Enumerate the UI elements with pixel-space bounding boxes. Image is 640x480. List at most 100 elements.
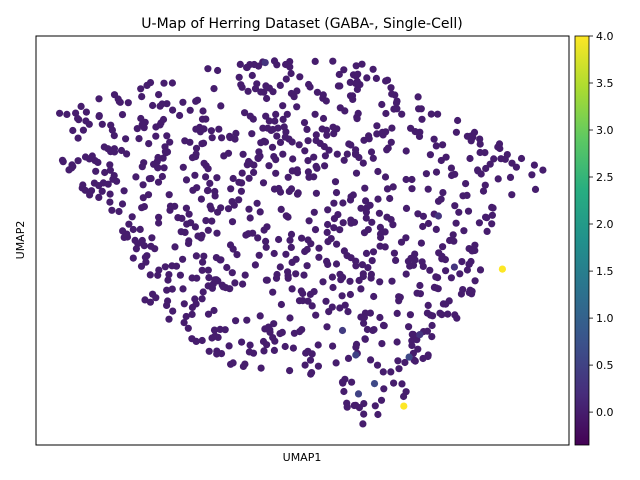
scatter-point xyxy=(160,164,168,172)
scatter-point xyxy=(211,276,219,284)
scatter-point xyxy=(467,137,475,145)
scatter-point xyxy=(397,238,406,246)
scatter-point xyxy=(392,99,401,107)
scatter-point xyxy=(188,310,196,318)
scatter-point xyxy=(336,104,344,112)
scatter-point xyxy=(262,82,270,90)
scatter-point xyxy=(153,157,161,165)
scatter-point xyxy=(179,98,187,106)
scatter-point xyxy=(271,117,279,125)
scatter-point xyxy=(369,65,377,73)
scatter-point xyxy=(202,173,210,181)
scatter-point xyxy=(328,273,336,281)
scatter-point xyxy=(349,191,357,199)
scatter-point xyxy=(428,321,436,330)
scatter-point xyxy=(293,166,301,174)
scatter-point xyxy=(434,110,442,118)
scatter-point xyxy=(456,270,464,278)
scatter-point xyxy=(298,234,306,242)
scatter-point xyxy=(155,219,163,227)
scatter-point xyxy=(447,164,455,172)
scatter-point xyxy=(232,317,240,325)
scatter-point xyxy=(422,170,430,178)
scatter-point xyxy=(424,219,433,228)
scatter-point xyxy=(246,159,254,167)
scatter-point xyxy=(301,361,309,369)
scatter-point xyxy=(365,135,373,143)
scatter-point xyxy=(287,230,296,238)
scatter-point xyxy=(138,236,146,245)
scatter-point xyxy=(205,347,213,355)
scatter-point xyxy=(465,260,473,268)
scatter-point xyxy=(139,181,147,189)
scatter-point xyxy=(374,410,382,419)
scatter-point xyxy=(239,280,247,288)
scatter-point xyxy=(219,283,227,291)
scatter-point xyxy=(482,164,490,173)
scatter-point xyxy=(246,341,254,349)
scatter-point xyxy=(301,147,309,155)
scatter-point xyxy=(477,170,485,178)
scatter-point xyxy=(137,85,145,93)
scatter-point xyxy=(165,315,173,323)
scatter-point xyxy=(228,269,236,277)
scatter-point xyxy=(344,354,353,362)
scatter-point xyxy=(367,356,375,364)
scatter-point xyxy=(286,314,294,322)
scatter-point xyxy=(119,227,127,235)
scatter-point xyxy=(279,102,287,110)
scatter-point xyxy=(197,234,205,242)
scatter-point xyxy=(123,150,131,158)
scatter-point xyxy=(486,160,494,168)
scatter-point xyxy=(211,332,219,340)
scatter-point xyxy=(398,110,406,118)
scatter-point xyxy=(304,297,312,305)
y-axis-label: UMAP2 xyxy=(14,221,27,260)
scatter-point xyxy=(270,57,279,65)
scatter-point xyxy=(82,108,90,116)
scatter-point xyxy=(243,316,251,324)
scatter-point xyxy=(304,157,312,165)
scatter-point xyxy=(288,138,296,146)
scatter-point xyxy=(88,152,96,160)
scatter-point xyxy=(402,147,410,155)
scatter-point xyxy=(481,149,489,157)
scatter-point xyxy=(147,242,155,250)
scatter-point xyxy=(146,298,154,306)
scatter-point xyxy=(341,301,349,309)
scatter-point xyxy=(133,125,141,133)
scatter-point xyxy=(179,285,187,293)
scatter-point xyxy=(286,63,294,71)
scatter-point xyxy=(244,230,252,238)
scatter-point xyxy=(282,128,290,136)
scatter-point xyxy=(208,134,216,142)
scatter-point xyxy=(243,63,251,72)
scatter-point xyxy=(322,97,330,105)
scatter-point xyxy=(211,192,219,200)
scatter-point xyxy=(437,195,445,203)
scatter-point xyxy=(101,168,109,177)
scatter-point xyxy=(155,213,163,221)
scatter-point xyxy=(488,211,496,219)
scatter-point xyxy=(332,189,341,197)
scatter-point xyxy=(202,217,210,225)
scatter-point xyxy=(451,311,459,319)
scatter-point xyxy=(184,324,192,332)
scatter-point xyxy=(74,134,82,142)
scatter-point xyxy=(370,326,378,334)
scatter-point xyxy=(330,224,338,232)
scatter-point xyxy=(418,115,426,123)
scatter-point xyxy=(323,131,331,139)
scatter-point xyxy=(125,220,133,228)
scatter-point xyxy=(438,252,446,260)
scatter-point xyxy=(154,164,162,172)
scatter-point xyxy=(92,167,100,175)
scatter-point xyxy=(138,163,146,171)
scatter-point xyxy=(329,283,337,292)
scatter-point xyxy=(333,150,341,158)
scatter-point xyxy=(530,161,539,169)
scatter-point xyxy=(390,249,398,257)
scatter-point xyxy=(355,276,363,285)
scatter-point xyxy=(265,162,273,170)
